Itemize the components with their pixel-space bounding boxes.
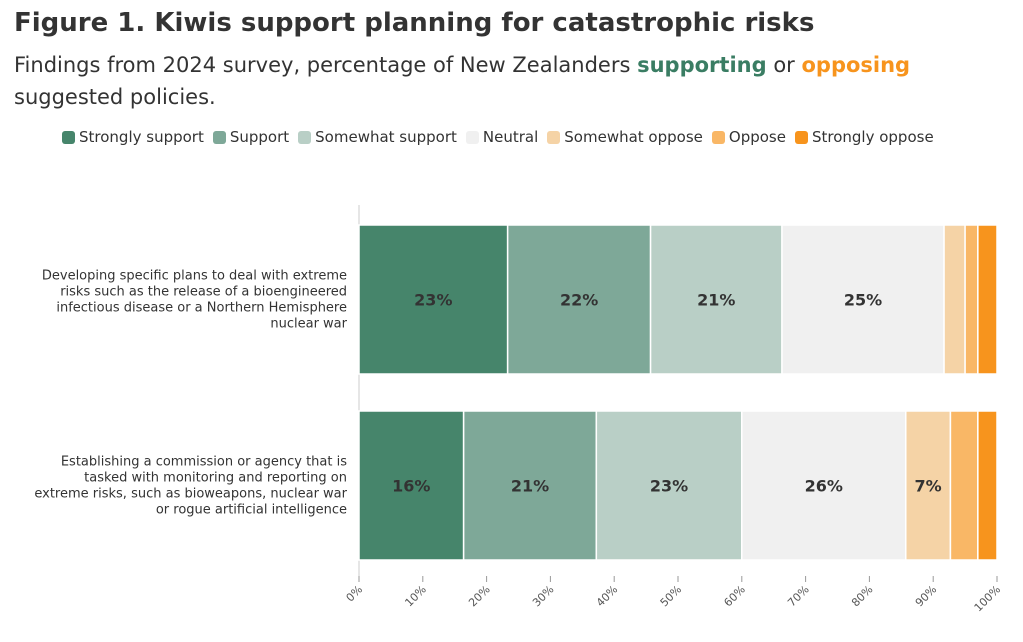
legend-item: Oppose	[711, 128, 786, 146]
category-label: Developing specific plans to deal with e…	[42, 269, 347, 284]
legend-label: Strongly support	[79, 128, 204, 146]
legend-swatch	[465, 130, 479, 144]
x-tick-label: 10%	[402, 583, 428, 609]
legend-label: Neutral	[482, 128, 539, 146]
bar-value-label: 21%	[697, 291, 735, 310]
x-tick-label: 90%	[913, 583, 939, 609]
bar-value-label: 22%	[560, 291, 598, 310]
legend-swatch	[711, 130, 725, 144]
x-tick-label: 0%	[344, 583, 366, 605]
x-tick-label: 80%	[849, 583, 875, 609]
bar-segment	[358, 224, 509, 375]
legend-label: Somewhat oppose	[564, 128, 703, 146]
legend-swatch	[212, 130, 226, 144]
bar-segment	[964, 224, 979, 375]
legend-label: Oppose	[728, 128, 786, 146]
subtitle-supporting: supporting	[637, 53, 767, 77]
x-tick-label: 100%	[972, 583, 1003, 614]
legend-swatch	[62, 130, 75, 144]
chart-legend: Strongly support Support Somewhat support N…	[62, 128, 943, 146]
bar-segment	[977, 410, 998, 561]
category-label: Establishing a commission or agency that…	[61, 455, 347, 470]
bar-value-label: 21%	[511, 477, 549, 496]
subtitle-suffix: suggested policies.	[14, 85, 216, 109]
legend-item: Somewhat support	[298, 128, 457, 146]
subtitle-opposing: opposing	[801, 53, 911, 77]
category-label: infectious disease or a Northern Hemisph…	[56, 301, 347, 316]
legend-item: Strongly oppose	[794, 128, 934, 146]
bar-segment	[741, 410, 907, 561]
category-label: extreme risks, such as bioweapons, nucle…	[34, 487, 347, 502]
legend-label: Support	[229, 128, 290, 146]
bar-segment	[595, 410, 743, 561]
bar-value-label: 16%	[392, 477, 430, 496]
chart-subtitle: Findings from 2024 survey, percentage of…	[14, 49, 1004, 113]
x-tick-label: 20%	[466, 583, 492, 609]
legend-swatch	[298, 130, 312, 144]
legend-item: Support	[212, 128, 290, 146]
bar-segment	[943, 224, 966, 375]
legend-label: Strongly oppose	[811, 128, 934, 146]
bar-segment	[977, 224, 998, 375]
legend-item: Somewhat oppose	[547, 128, 703, 146]
x-tick-label: 30%	[530, 583, 556, 609]
bar-segment	[462, 410, 598, 561]
subtitle-prefix: Findings from 2024 survey, percentage of…	[14, 53, 638, 77]
legend-item: Neutral	[465, 128, 539, 146]
bar-segment	[506, 224, 652, 375]
bar-value-label: 26%	[805, 477, 843, 496]
bar-value-label: 23%	[650, 477, 688, 496]
x-tick-label: 50%	[658, 583, 684, 609]
legend-item: Strongly support	[62, 128, 204, 146]
x-tick-label: 70%	[785, 583, 811, 609]
x-tick-label: 60%	[721, 583, 747, 609]
bar-segment	[649, 224, 783, 375]
bar-segment	[905, 410, 952, 561]
bar-segment	[949, 410, 979, 561]
category-label: or rogue artificial intelligence	[156, 503, 347, 518]
legend-swatch	[794, 130, 808, 144]
bar-value-label: 23%	[414, 291, 452, 310]
category-label: nuclear war	[270, 317, 347, 332]
x-tick-label: 40%	[594, 583, 620, 609]
legend-label: Somewhat support	[315, 128, 457, 146]
legend-swatch	[547, 130, 561, 144]
bar-segment	[781, 224, 945, 375]
category-label: tasked with monitoring and reporting on	[84, 471, 347, 486]
category-label: risks such as the release of a bioengine…	[60, 285, 347, 300]
chart-title: Figure 1. Kiwis support planning for cat…	[14, 8, 815, 38]
bar-value-label: 7%	[915, 477, 942, 496]
subtitle-middle: or	[766, 53, 802, 77]
bar-value-label: 25%	[844, 291, 882, 310]
bar-segment	[358, 410, 465, 561]
